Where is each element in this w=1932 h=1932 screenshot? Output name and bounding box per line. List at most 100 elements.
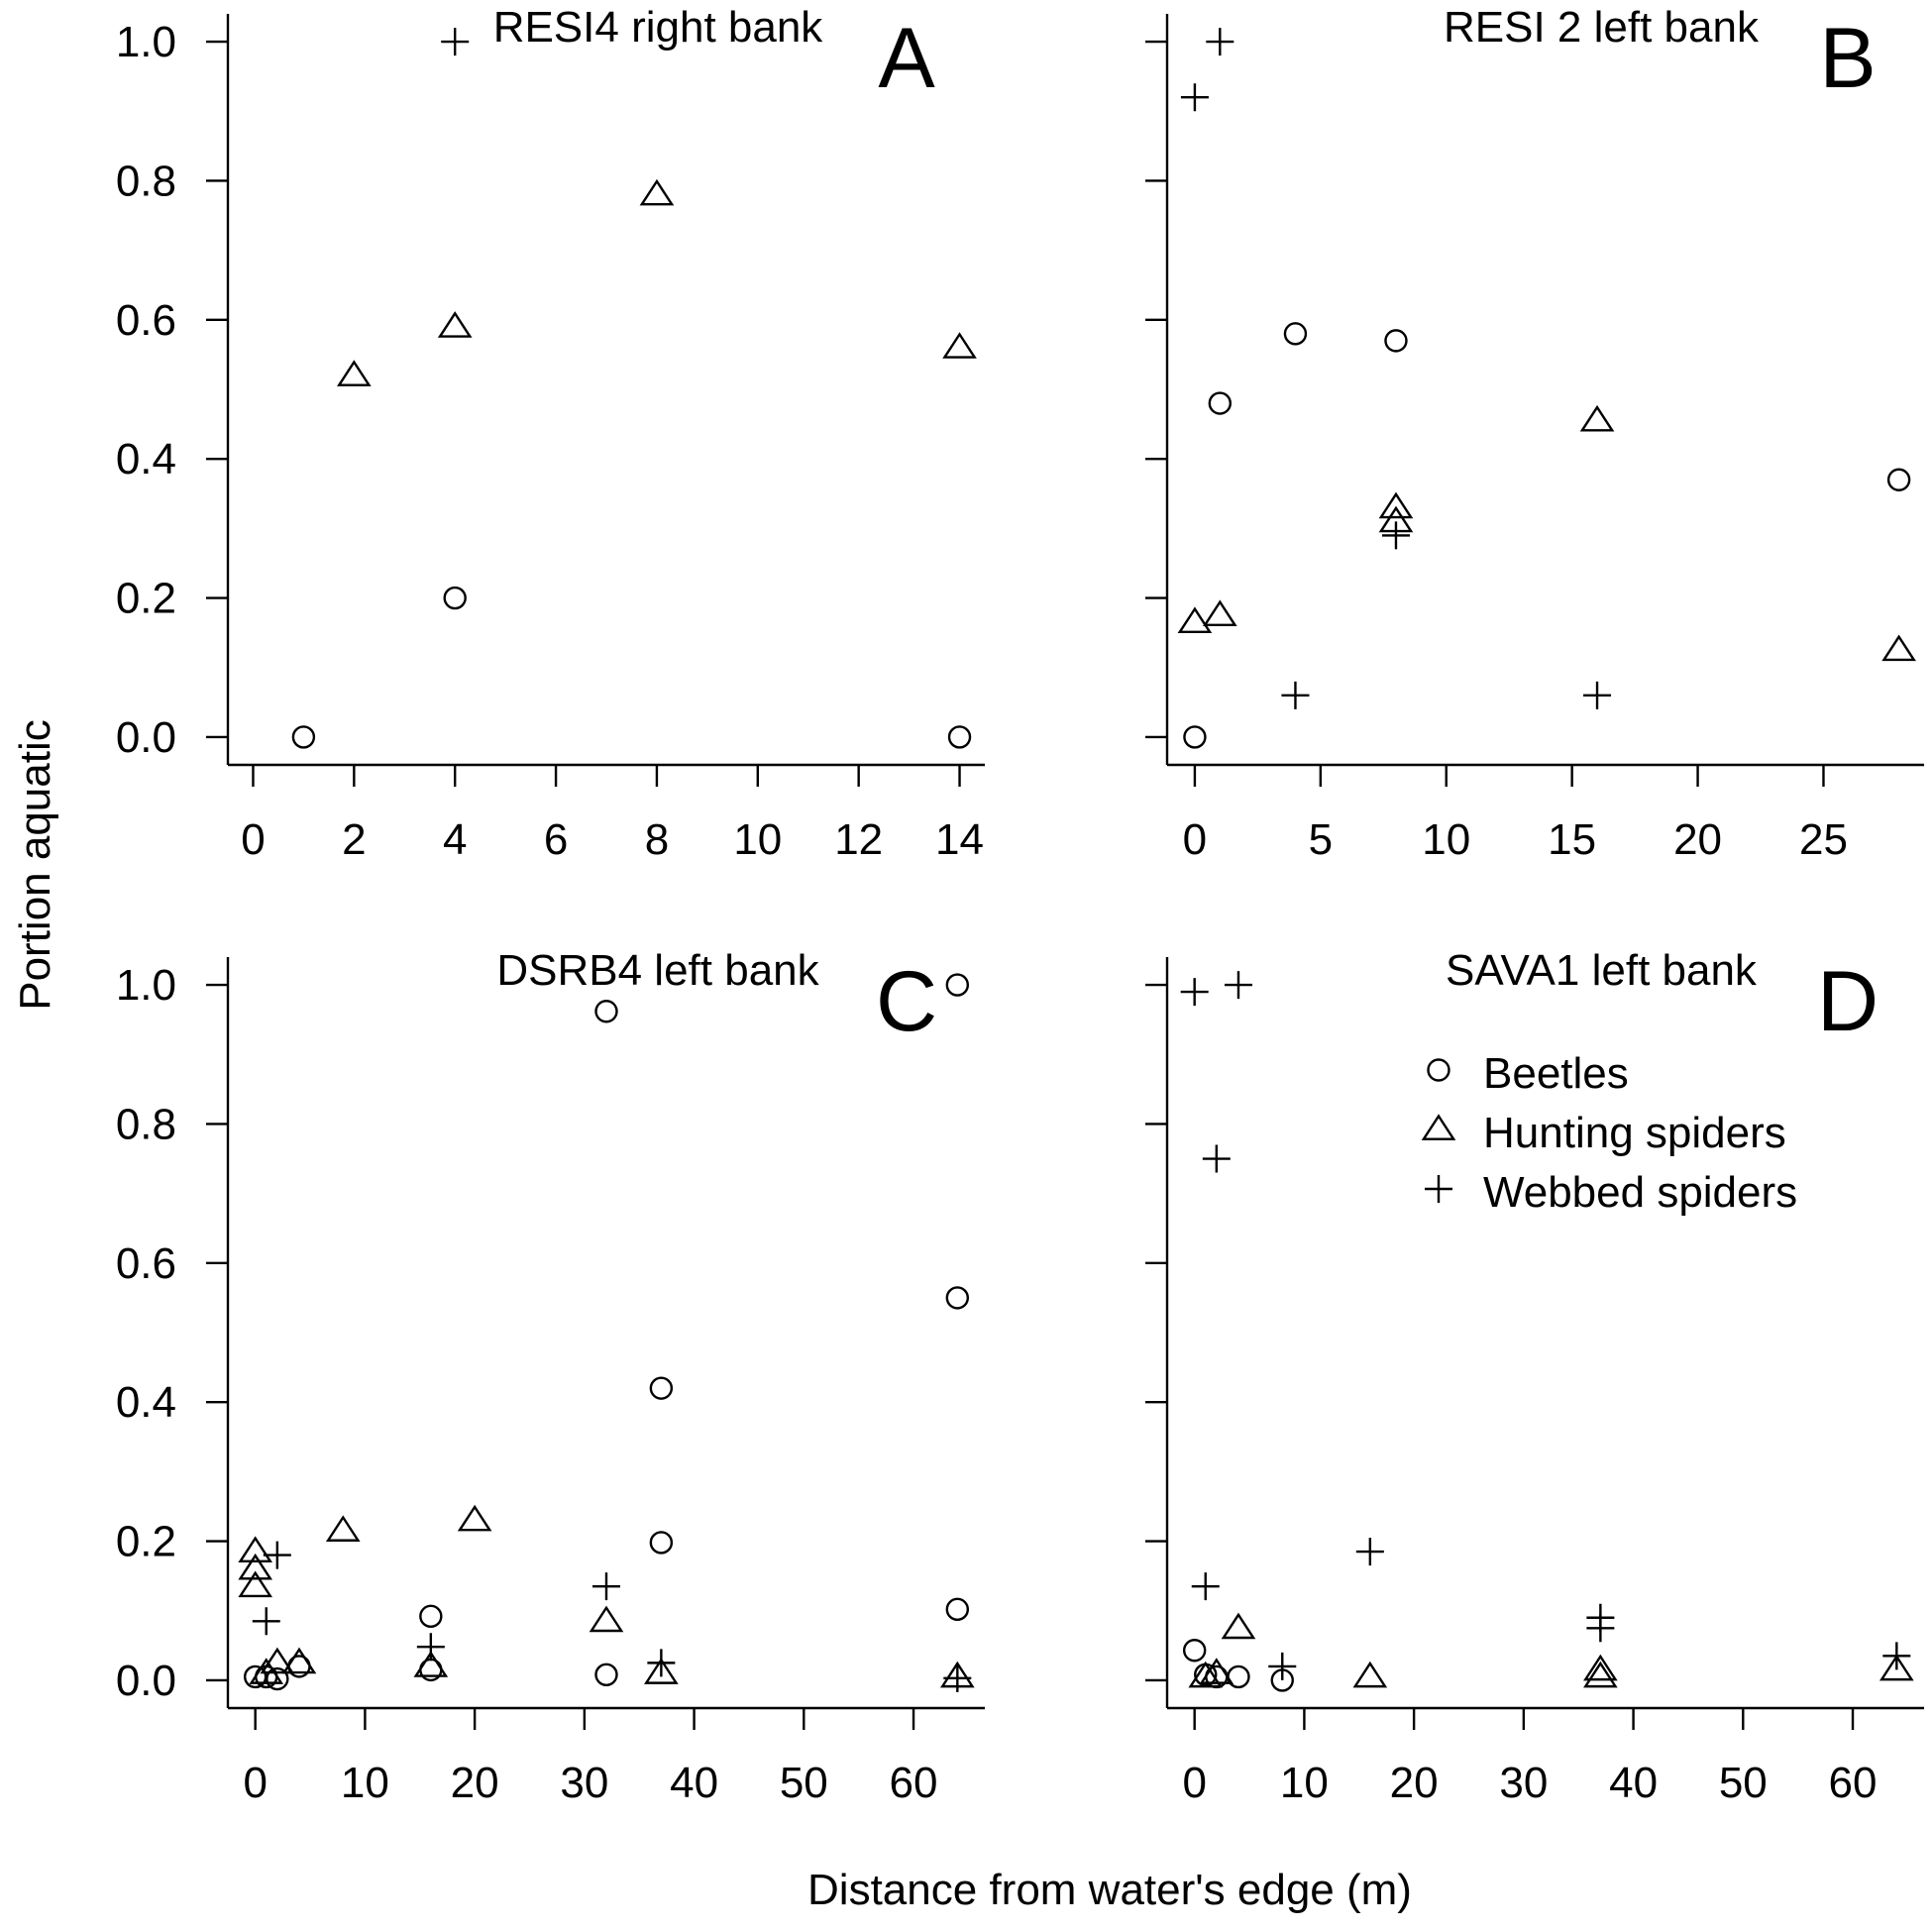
- panel-a: 0.0 0.2 0.4 0.6 0.8 1.0 0 2 4 6 8 10 12 14 RESI4 right…: [116, 3, 985, 864]
- panel-letter: A: [878, 11, 935, 106]
- data-point-triangle: [238, 1553, 273, 1580]
- x-tick-label: 6: [544, 815, 568, 864]
- data-point-triangle: [942, 332, 977, 359]
- data-point-plus: [1381, 521, 1410, 550]
- y-tick-label: 0.2: [116, 1518, 176, 1566]
- data-point-circle: [945, 1286, 970, 1310]
- legend-label: Webbed spiders: [1483, 1168, 1797, 1217]
- x-tick-label: 10: [733, 815, 782, 864]
- y-tick-label: 0.8: [116, 1100, 176, 1148]
- data-point-triangle: [1352, 1661, 1388, 1688]
- data-point-triangle: [457, 1504, 492, 1532]
- panel-title: SAVA1 left bank: [1446, 946, 1758, 995]
- panel-title: RESI 2 left bank: [1444, 3, 1760, 52]
- data-point-triangle: [1878, 1654, 1914, 1681]
- data-point-plus: [1583, 681, 1612, 709]
- panel-letter: B: [1819, 11, 1876, 106]
- data-point-plus: [263, 1541, 291, 1569]
- data-point-plus: [1206, 28, 1234, 56]
- x-tick-label: 50: [1719, 1759, 1768, 1807]
- y-tick-label: 1.0: [116, 18, 176, 66]
- x-tick-label: 2: [342, 815, 366, 864]
- data-point-circle: [649, 1531, 674, 1555]
- y-tick-label: 0.0: [116, 1657, 176, 1705]
- x-tick-label: 10: [1422, 815, 1470, 864]
- x-tick-label: 0: [1182, 1759, 1206, 1807]
- panel-d: 0 10 20 30 40 50 60 SAVA1 left bank D: [1145, 946, 1924, 1807]
- x-tick-label: 15: [1548, 815, 1596, 864]
- panel-letter: D: [1817, 954, 1878, 1049]
- x-tick-label: 14: [935, 815, 984, 864]
- data-point-triangle: [260, 1647, 295, 1674]
- y-tick-label: 0.6: [116, 1239, 176, 1288]
- y-tick-label: 0.0: [116, 713, 176, 762]
- data-point-triangle: [639, 178, 675, 206]
- x-tick-label: 4: [443, 815, 467, 864]
- y-tick-label: 0.6: [116, 296, 176, 345]
- data-point-plus: [943, 1664, 972, 1692]
- data-point-plus: [592, 1572, 620, 1601]
- data-point-triangle: [644, 1658, 679, 1684]
- data-point-triangle: [238, 1536, 273, 1563]
- data-point-plus: [416, 1633, 445, 1662]
- data-point-circle: [266, 1666, 289, 1691]
- data-point-triangle: [238, 1570, 273, 1598]
- y-axis-title: Portion aquatic: [11, 719, 59, 1011]
- x-tick-label: 12: [834, 815, 883, 864]
- legend-marker-circle: [1427, 1058, 1450, 1082]
- data-point-plus: [1355, 1538, 1384, 1566]
- y-tick-label: 0.4: [116, 1378, 176, 1427]
- x-tick-label: 25: [1799, 815, 1848, 864]
- data-point-triangle: [589, 1605, 624, 1633]
- legend-label: Hunting spiders: [1483, 1109, 1786, 1157]
- panel-c: 0.0 0.2 0.4 0.6 0.8 1.0 0 10 20 30 40 50 60 DSRB4 lef…: [116, 946, 985, 1807]
- data-point-circle: [419, 1604, 443, 1629]
- data-point-plus: [1191, 1572, 1220, 1601]
- panel-title: RESI4 right bank: [493, 3, 824, 52]
- data-point-triangle: [1188, 1661, 1224, 1688]
- data-point-triangle: [1583, 1661, 1618, 1688]
- x-tick-label: 10: [1280, 1759, 1329, 1807]
- data-point-triangle: [413, 1651, 449, 1677]
- data-point-circle: [1384, 329, 1408, 353]
- data-point-triangle: [1202, 599, 1237, 627]
- legend-marker-triangle: [1421, 1114, 1456, 1140]
- data-point-circle: [1208, 391, 1233, 415]
- data-point-plus: [1281, 681, 1310, 709]
- y-tick-label: 0.4: [116, 435, 176, 483]
- legend-label: Beetles: [1483, 1049, 1629, 1098]
- data-point-circle: [443, 586, 467, 610]
- x-tick-label: 40: [670, 1759, 718, 1807]
- y-tick-label: 0.8: [116, 157, 176, 205]
- x-tick-label: 20: [451, 1759, 499, 1807]
- data-point-triangle: [1221, 1612, 1256, 1640]
- data-point-circle: [1886, 468, 1911, 491]
- data-point-triangle: [1579, 404, 1615, 432]
- data-point-circle: [1283, 322, 1308, 346]
- y-tick-label: 1.0: [116, 961, 176, 1010]
- data-point-plus: [1180, 83, 1209, 112]
- data-point-plus: [1882, 1642, 1911, 1670]
- data-point-plus: [1180, 978, 1209, 1007]
- x-tick-label: 20: [1390, 1759, 1439, 1807]
- panel-b: 0 5 10 15 20 25 RESI 2 left bank B: [1145, 3, 1924, 864]
- x-tick-label: 0: [241, 815, 265, 864]
- data-point-triangle: [437, 311, 473, 338]
- data-point-circle: [1182, 1639, 1207, 1663]
- data-point-plus: [647, 1649, 676, 1677]
- data-point-circle: [243, 1664, 268, 1689]
- x-tick-label: 20: [1673, 815, 1722, 864]
- data-point-circle: [945, 973, 970, 997]
- x-axis-title: Distance from water's edge (m): [807, 1866, 1412, 1914]
- data-point-circle: [947, 725, 972, 749]
- x-tick-label: 50: [780, 1759, 828, 1807]
- y-tick-label: 0.2: [116, 575, 176, 623]
- x-tick-label: 60: [890, 1759, 938, 1807]
- x-tick-label: 8: [645, 815, 669, 864]
- x-tick-label: 0: [1183, 815, 1207, 864]
- data-point-triangle: [1583, 1654, 1618, 1681]
- x-tick-label: 5: [1309, 815, 1333, 864]
- x-tick-label: 10: [341, 1759, 389, 1807]
- legend-marker-plus: [1425, 1175, 1452, 1203]
